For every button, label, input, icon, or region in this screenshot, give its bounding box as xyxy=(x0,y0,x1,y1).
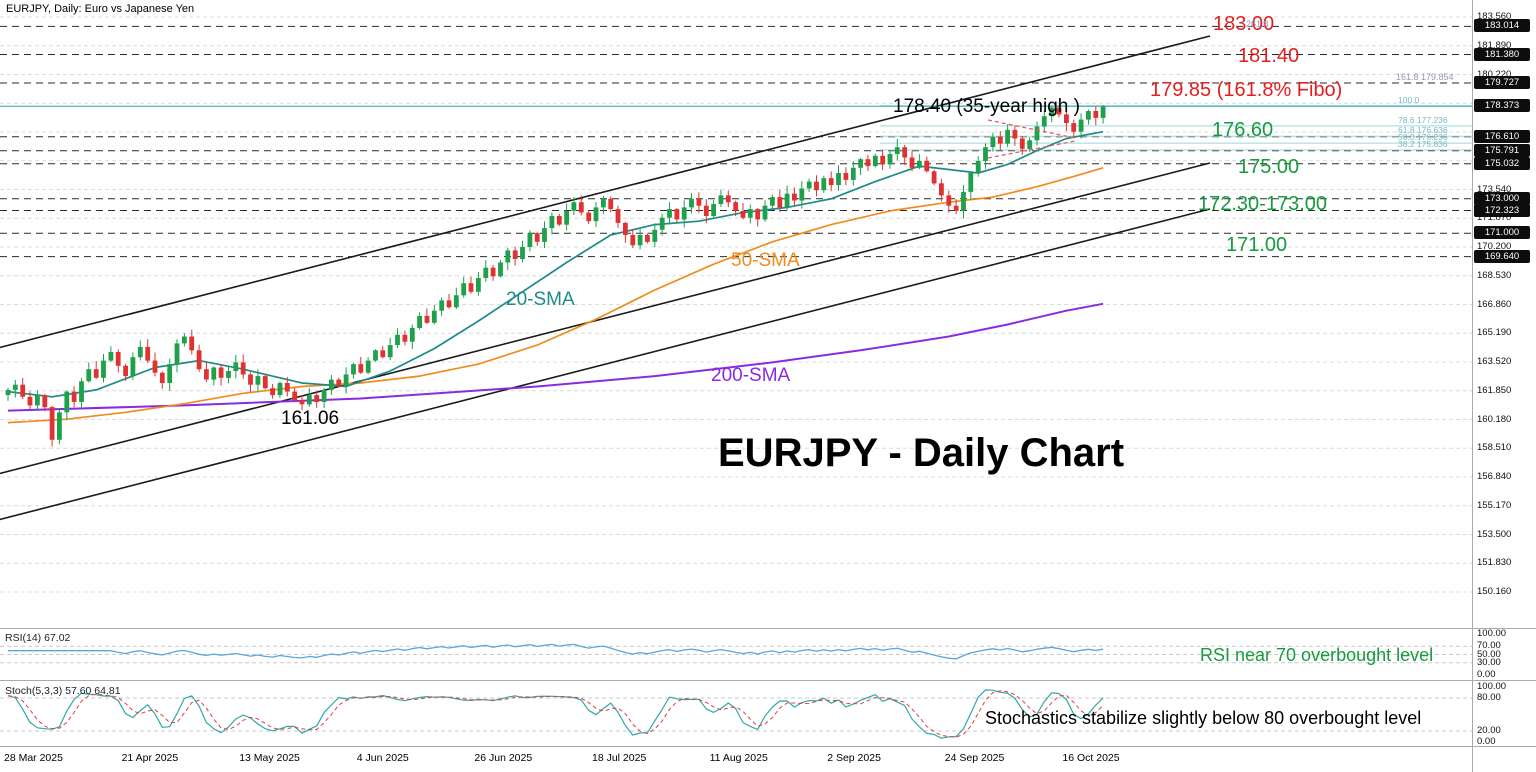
price-axis-label: 156.840 xyxy=(1477,471,1512,482)
price-axis-label: 165.190 xyxy=(1477,327,1512,339)
price-level-badge: 172.323 xyxy=(1474,203,1530,217)
date-axis-label: 21 Apr 2025 xyxy=(121,752,179,764)
price-axis-label: 151.830 xyxy=(1477,557,1512,569)
date-axis-label: 11 Aug 2025 xyxy=(709,752,768,764)
stoch-axis-label: 100.00 xyxy=(1477,681,1507,692)
svg-text:100.0: 100.0 xyxy=(1398,95,1420,105)
price-axis-label: 183.560 xyxy=(1477,11,1512,22)
date-axis-label: 4 Jun 2025 xyxy=(356,752,409,764)
svg-text:38.2 175.836: 38.2 175.836 xyxy=(1398,139,1448,149)
price-level-badge: 179.727 xyxy=(1474,76,1530,89)
price-axis-label: 173.540 xyxy=(1477,183,1512,195)
trend-channel-lines[interactable] xyxy=(0,35,1211,522)
stoch-d-line xyxy=(7,690,1104,738)
price-axis-label: 170.200 xyxy=(1477,241,1512,252)
price-axis-label: 155.170 xyxy=(1477,499,1512,511)
price-axis-label: 158.510 xyxy=(1477,442,1512,454)
rsi-axis-label: 0.00 xyxy=(1477,669,1496,680)
stoch-level-lines xyxy=(0,697,1472,732)
stoch-indicator-panel[interactable] xyxy=(0,682,1472,746)
price-axis-label: 153.500 xyxy=(1477,528,1512,540)
flag-pattern-lines xyxy=(987,119,1076,159)
price-level-badge: 181.380 xyxy=(1474,47,1530,61)
price-level-badge: 173.000 xyxy=(1474,191,1530,205)
price-level-badge: 171.000 xyxy=(1474,226,1530,240)
rsi-indicator-label: RSI(14) 67.02 xyxy=(5,632,71,644)
date-axis-label: 16 Oct 2025 xyxy=(1062,752,1120,764)
stoch-axis-label: 20.00 xyxy=(1477,725,1501,736)
sma-20-line xyxy=(7,130,1104,398)
date-axis-label: 28 Mar 2025 xyxy=(4,752,63,764)
svg-text:78.6 177.236: 78.6 177.236 xyxy=(1398,115,1448,125)
price-axis-label: 168.530 xyxy=(1477,269,1512,281)
rsi-axis-label: 30.00 xyxy=(1477,656,1501,668)
price-axis-divider xyxy=(1472,0,1473,772)
price-axis-label: 161.850 xyxy=(1477,384,1512,396)
rsi-indicator-panel[interactable] xyxy=(0,630,1472,680)
price-level-badge: 175.791 xyxy=(1474,143,1530,157)
date-axis-label: 26 Jun 2025 xyxy=(474,752,533,764)
rsi-line xyxy=(8,643,1104,660)
panel-separator[interactable] xyxy=(0,680,1536,681)
price-level-badge: 183.014 xyxy=(1474,19,1530,33)
rsi-axis-label: 70.00 xyxy=(1477,640,1501,652)
price-level-badge: 176.610 xyxy=(1474,129,1530,143)
stoch-axis-label: 0.00 xyxy=(1477,736,1496,747)
price-axis-label: 171.870 xyxy=(1477,212,1512,224)
panel-separator[interactable] xyxy=(0,628,1536,629)
rsi-axis-label: 50.00 xyxy=(1477,648,1501,660)
price-axis-label: 160.180 xyxy=(1477,413,1512,425)
stoch-indicator-label: Stoch(5,3,3) 57.60 64.81 xyxy=(5,685,121,697)
price-level-badge: 178.373 xyxy=(1474,99,1530,113)
price-axis-label: 163.520 xyxy=(1477,356,1512,367)
symbol-title: EURJPY, Daily: Euro vs Japanese Yen xyxy=(6,3,195,15)
date-axis-label: 24 Sep 2025 xyxy=(944,752,1005,764)
stoch-axis-label: 80.00 xyxy=(1477,692,1501,703)
price-axis-label: 166.860 xyxy=(1477,298,1512,310)
rsi-axis-label: 100.00 xyxy=(1477,628,1507,639)
date-axis-label: 13 May 2025 xyxy=(239,752,300,764)
price-level-badge: 169.640 xyxy=(1474,249,1530,263)
panel-separator[interactable] xyxy=(0,746,1536,747)
price-axis-label: 180.220 xyxy=(1477,68,1512,80)
svg-text:50.0 176.236: 50.0 176.236 xyxy=(1398,132,1448,142)
grid-layer xyxy=(0,16,1472,593)
sma-200-line xyxy=(7,302,1104,412)
svg-text:61.8 176.636: 61.8 176.636 xyxy=(1398,125,1448,135)
rsi-level-lines xyxy=(0,645,1472,664)
price-level-badge: 175.032 xyxy=(1474,156,1530,170)
price-axis-label: 181.890 xyxy=(1477,39,1512,51)
candlesticks xyxy=(5,105,1106,447)
support-resistance-lines[interactable] xyxy=(0,25,1472,258)
sma-50-line xyxy=(7,166,1104,424)
date-axis-label: 2 Sep 2025 xyxy=(827,752,881,764)
price-axis-label: 150.160 xyxy=(1477,586,1512,597)
date-axis-label: 18 Jul 2025 xyxy=(592,752,647,764)
